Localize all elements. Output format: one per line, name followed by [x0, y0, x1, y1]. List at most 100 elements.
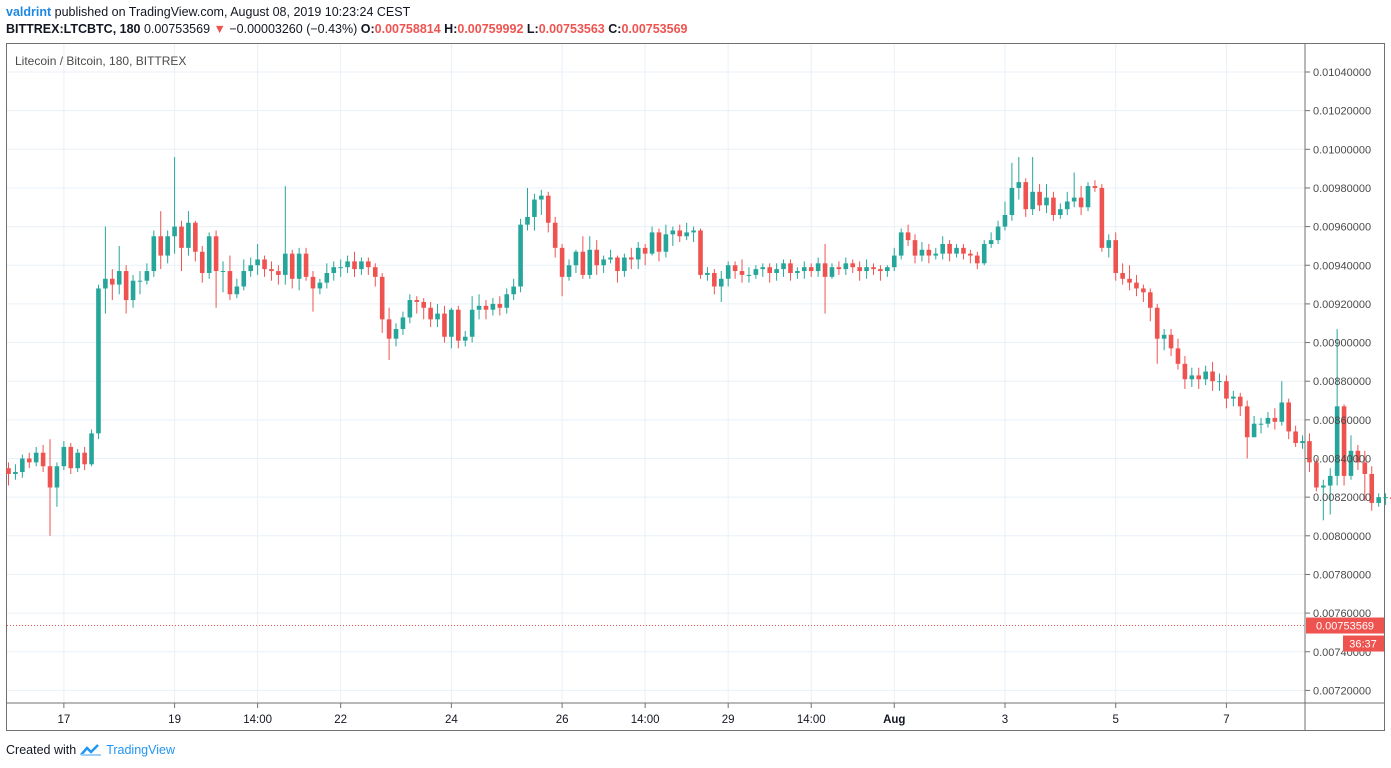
- candle-body: [822, 263, 828, 277]
- candle-body: [144, 271, 150, 281]
- candle: [386, 307, 392, 360]
- candle: [1044, 184, 1049, 214]
- candle: [435, 303, 440, 328]
- candle-body: [988, 240, 994, 244]
- candle-body: [386, 319, 392, 339]
- candle-body: [26, 458, 32, 463]
- created-with-label: Created with: [6, 743, 77, 757]
- candle: [781, 259, 786, 277]
- candle: [954, 243, 959, 258]
- candle: [26, 452, 32, 469]
- candle: [1300, 435, 1305, 449]
- candle-body: [670, 230, 676, 235]
- author-link[interactable]: valdrint: [6, 5, 52, 19]
- candle-body: [393, 329, 399, 339]
- candle-body: [366, 261, 371, 268]
- candle: [905, 224, 911, 246]
- price-tick-label: 0.00940000: [1313, 260, 1371, 272]
- candle: [718, 271, 724, 302]
- candle-body: [1217, 381, 1222, 383]
- candle: [912, 234, 918, 264]
- candle-body: [656, 232, 662, 252]
- candle-body: [788, 263, 793, 273]
- candle: [815, 257, 821, 277]
- candle: [919, 242, 925, 262]
- candle: [746, 267, 752, 283]
- candle-body: [1016, 182, 1022, 188]
- candle: [712, 269, 717, 295]
- candle: [1217, 373, 1222, 391]
- candle: [234, 278, 240, 299]
- candle: [1327, 468, 1333, 515]
- time-tick-label: 7: [1223, 714, 1229, 726]
- candle-body: [891, 255, 897, 268]
- candle: [1189, 367, 1195, 387]
- candle-body: [234, 286, 240, 295]
- candle: [352, 251, 357, 277]
- candle-body: [1244, 406, 1250, 438]
- candle-body: [898, 232, 904, 256]
- candle-body: [193, 222, 198, 252]
- candle: [857, 261, 862, 281]
- candle-body: [1030, 191, 1035, 210]
- candle: [898, 228, 904, 260]
- candle: [1002, 201, 1008, 231]
- price-axis[interactable]: 0.007200000.007400000.007600000.00780000…: [1305, 67, 1371, 697]
- candle: [1286, 398, 1291, 440]
- candle-body: [1023, 182, 1029, 210]
- candle-body: [525, 216, 530, 225]
- tradingview-brand[interactable]: TradingView: [106, 743, 175, 757]
- candle: [68, 443, 74, 474]
- candle: [47, 439, 53, 536]
- candle-body: [75, 452, 80, 469]
- candle-body: [712, 272, 717, 287]
- candle-body: [532, 199, 537, 217]
- candle: [483, 300, 489, 320]
- candle: [760, 263, 766, 277]
- candle-body: [262, 259, 267, 270]
- candle-body: [345, 261, 350, 268]
- candle-body: [795, 271, 800, 273]
- candle: [296, 247, 302, 291]
- candle-body: [103, 278, 108, 289]
- candle-body: [774, 269, 779, 273]
- candle: [511, 278, 516, 301]
- candle-body: [933, 253, 939, 256]
- time-axis[interactable]: 17 19 14:00 22 24 26 14:00 29 14:00 Aug 3 5 7: [57, 703, 1230, 726]
- candle: [1203, 365, 1208, 386]
- candle: [158, 211, 164, 270]
- candle: [580, 236, 586, 279]
- candle: [829, 263, 835, 279]
- price-tick-label: 0.00920000: [1313, 299, 1371, 311]
- candle-body: [1064, 201, 1070, 210]
- candle: [878, 265, 883, 281]
- candle: [836, 261, 842, 275]
- candle-body: [539, 195, 544, 200]
- price-change: −0.00003260 (−0.43%): [229, 22, 358, 36]
- time-tick-label: 14:00: [243, 714, 272, 726]
- price-tick-label: 0.00780000: [1313, 569, 1371, 581]
- candle-body: [110, 278, 115, 285]
- candle-body: [497, 303, 503, 308]
- high-value: 0.00759992: [457, 22, 524, 36]
- candle: [601, 255, 606, 273]
- candle: [705, 267, 710, 281]
- candle-body: [836, 267, 842, 270]
- candle-body: [649, 232, 655, 254]
- candle: [1334, 329, 1340, 486]
- candle-body: [269, 269, 274, 272]
- candle-body: [608, 257, 613, 260]
- candle: [802, 261, 807, 279]
- candle-body: [435, 313, 440, 320]
- candle: [1106, 234, 1112, 258]
- candle-body: [926, 249, 932, 256]
- candle-body: [1231, 396, 1236, 399]
- candle: [1383, 493, 1388, 505]
- candle-body: [975, 255, 980, 264]
- candle: [1148, 288, 1153, 322]
- candle-body: [476, 305, 482, 310]
- candle-body: [20, 458, 25, 473]
- tradingview-logo-icon: [80, 744, 102, 756]
- candle: [110, 269, 115, 301]
